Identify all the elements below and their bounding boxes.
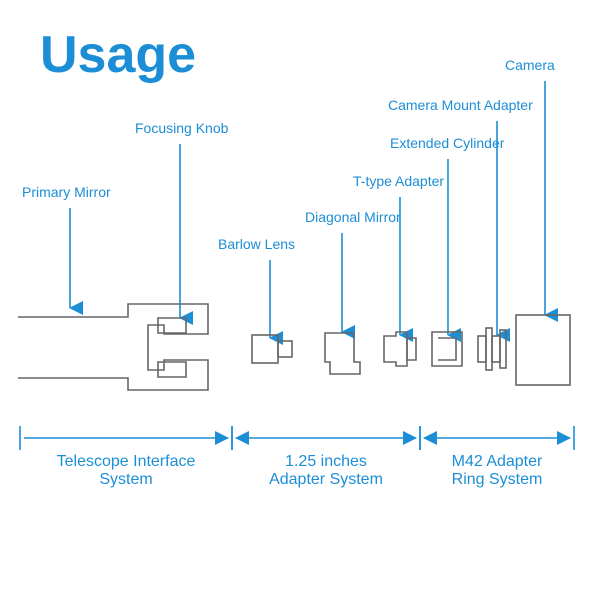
bracket-label-telescope-interface-system: Telescope Interface xyxy=(57,453,196,470)
bracket-label-m42-system: Ring System xyxy=(452,471,543,488)
label-focusing-knob: Focusing Knob xyxy=(135,120,229,136)
bracket-label-telescope-interface-system: System xyxy=(99,471,152,488)
label-barlow-lens: Barlow Lens xyxy=(218,236,295,252)
canvas-bg xyxy=(0,0,600,600)
label-camera-mount-adapter: Camera Mount Adapter xyxy=(388,97,533,113)
bracket-label-m42-system: M42 Adapter xyxy=(452,453,543,470)
bracket-label-adapter-system: 1.25 inches xyxy=(285,453,367,470)
label-camera: Camera xyxy=(505,57,555,73)
label-extended-cylinder: Extended Cylinder xyxy=(390,135,505,151)
label-primary-mirror: Primary Mirror xyxy=(22,184,111,200)
label-diagonal-mirror: Diagonal Mirror xyxy=(305,209,401,225)
label-t-type-adapter: T-type Adapter xyxy=(353,173,444,189)
title: Usage xyxy=(40,26,196,84)
bracket-label-adapter-system: Adapter System xyxy=(269,471,383,488)
